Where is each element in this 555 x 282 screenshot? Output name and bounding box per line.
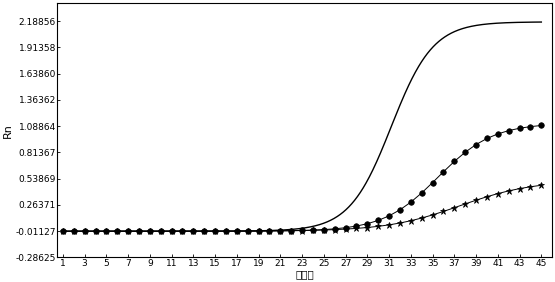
X-axis label: 循环数: 循环数 bbox=[295, 269, 314, 279]
Y-axis label: Rn: Rn bbox=[3, 123, 13, 138]
